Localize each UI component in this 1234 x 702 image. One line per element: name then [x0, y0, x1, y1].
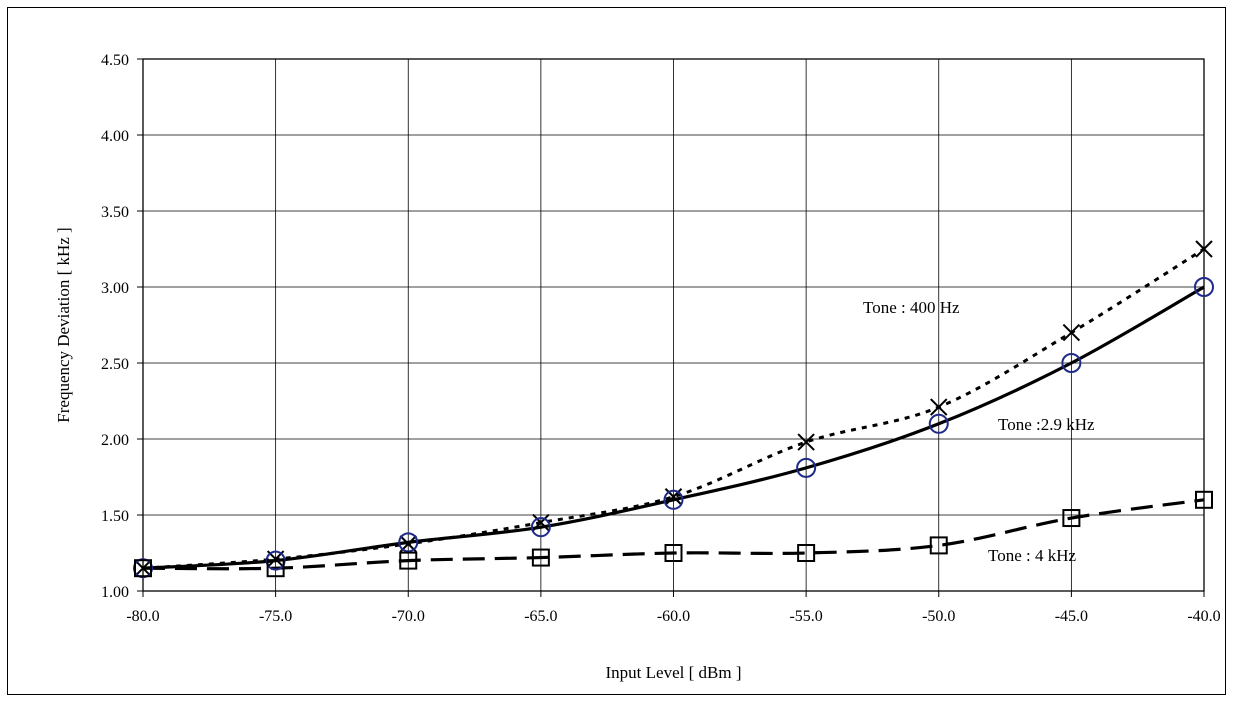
x-tick-label: -50.0: [922, 608, 955, 625]
marker-tone2900: [1061, 353, 1082, 373]
annotation-tone-2-9khz: Tone :2.9 kHz: [998, 415, 1095, 434]
x-tick-label: -55.0: [789, 608, 822, 625]
series-line-tone4000: [142, 498, 1205, 571]
y-tick-label: 1.50: [101, 508, 129, 525]
x-tick-label: -70.0: [392, 608, 425, 625]
marker-tone400: [532, 513, 550, 532]
grid-lines: [137, 58, 1205, 597]
marker-tone2900: [663, 489, 684, 510]
marker-tone4000: [134, 559, 152, 578]
tick-labels: -80.0 -75.0 -70.0 -65.0 -60.0 -55.0 -50.0 -45.0…: [101, 52, 1221, 625]
marker-tone2900: [796, 457, 817, 478]
x-tick-label: -40.0: [1187, 608, 1220, 625]
marker-stroke: [1062, 323, 1081, 342]
y-tick-label: 3.00: [101, 280, 129, 297]
marker-tone4000: [266, 559, 285, 578]
annotations: Tone : 400 Hz Tone :2.9 kHz Tone : 4 kHz: [863, 298, 1095, 565]
x-tick-label: -60.0: [657, 608, 690, 625]
marker-stroke: [930, 398, 948, 416]
marker-stroke: [1195, 240, 1213, 258]
marker-stroke: [797, 433, 815, 451]
plot-area: [142, 58, 1205, 592]
x-axis-title: Input Level [ dBm ]: [606, 663, 742, 682]
marker-tone4000: [1062, 509, 1081, 528]
marker-tone4000: [664, 544, 683, 562]
y-tick-label: 2.50: [101, 356, 129, 373]
y-tick-label: 4.00: [101, 128, 129, 145]
y-tick-label: 2.00: [101, 432, 129, 449]
marker-tone400: [1195, 240, 1213, 258]
marker-tone4000: [1195, 490, 1213, 509]
y-tick-label: 4.50: [101, 52, 129, 69]
annotation-tone-4khz: Tone : 4 kHz: [988, 546, 1076, 565]
marker-stroke: [134, 559, 152, 577]
marker-tone2900: [928, 413, 949, 434]
y-tick-label: 3.50: [101, 204, 129, 221]
marker-tone400: [797, 433, 815, 451]
x-tick-label: -75.0: [259, 608, 292, 625]
x-tick-label: -45.0: [1055, 608, 1088, 625]
marker-tone2900: [530, 517, 551, 538]
marker-tone400: [1062, 323, 1081, 342]
y-tick-label: 1.00: [101, 584, 129, 601]
marker-stroke: [532, 513, 550, 532]
marker-tone4000: [531, 548, 550, 567]
marker-tone2900: [1194, 277, 1214, 297]
marker-tone400: [930, 398, 948, 416]
series-line-tone2900: [142, 285, 1205, 570]
marker-tone2900: [398, 532, 419, 553]
x-tick-label: -65.0: [524, 608, 557, 625]
marker-tone4000: [797, 544, 816, 562]
x-tick-label: -80.0: [126, 608, 159, 625]
marker-tone4000: [399, 551, 418, 570]
series-lines: [142, 247, 1205, 571]
series-markers: [133, 240, 1214, 579]
marker-tone4000: [929, 536, 948, 555]
chart-frame: [7, 7, 1226, 695]
marker-tone400: [134, 559, 152, 577]
annotation-tone-400hz: Tone : 400 Hz: [863, 298, 960, 317]
y-axis-title: Frequency Deviation [ kHz ]: [54, 227, 73, 422]
